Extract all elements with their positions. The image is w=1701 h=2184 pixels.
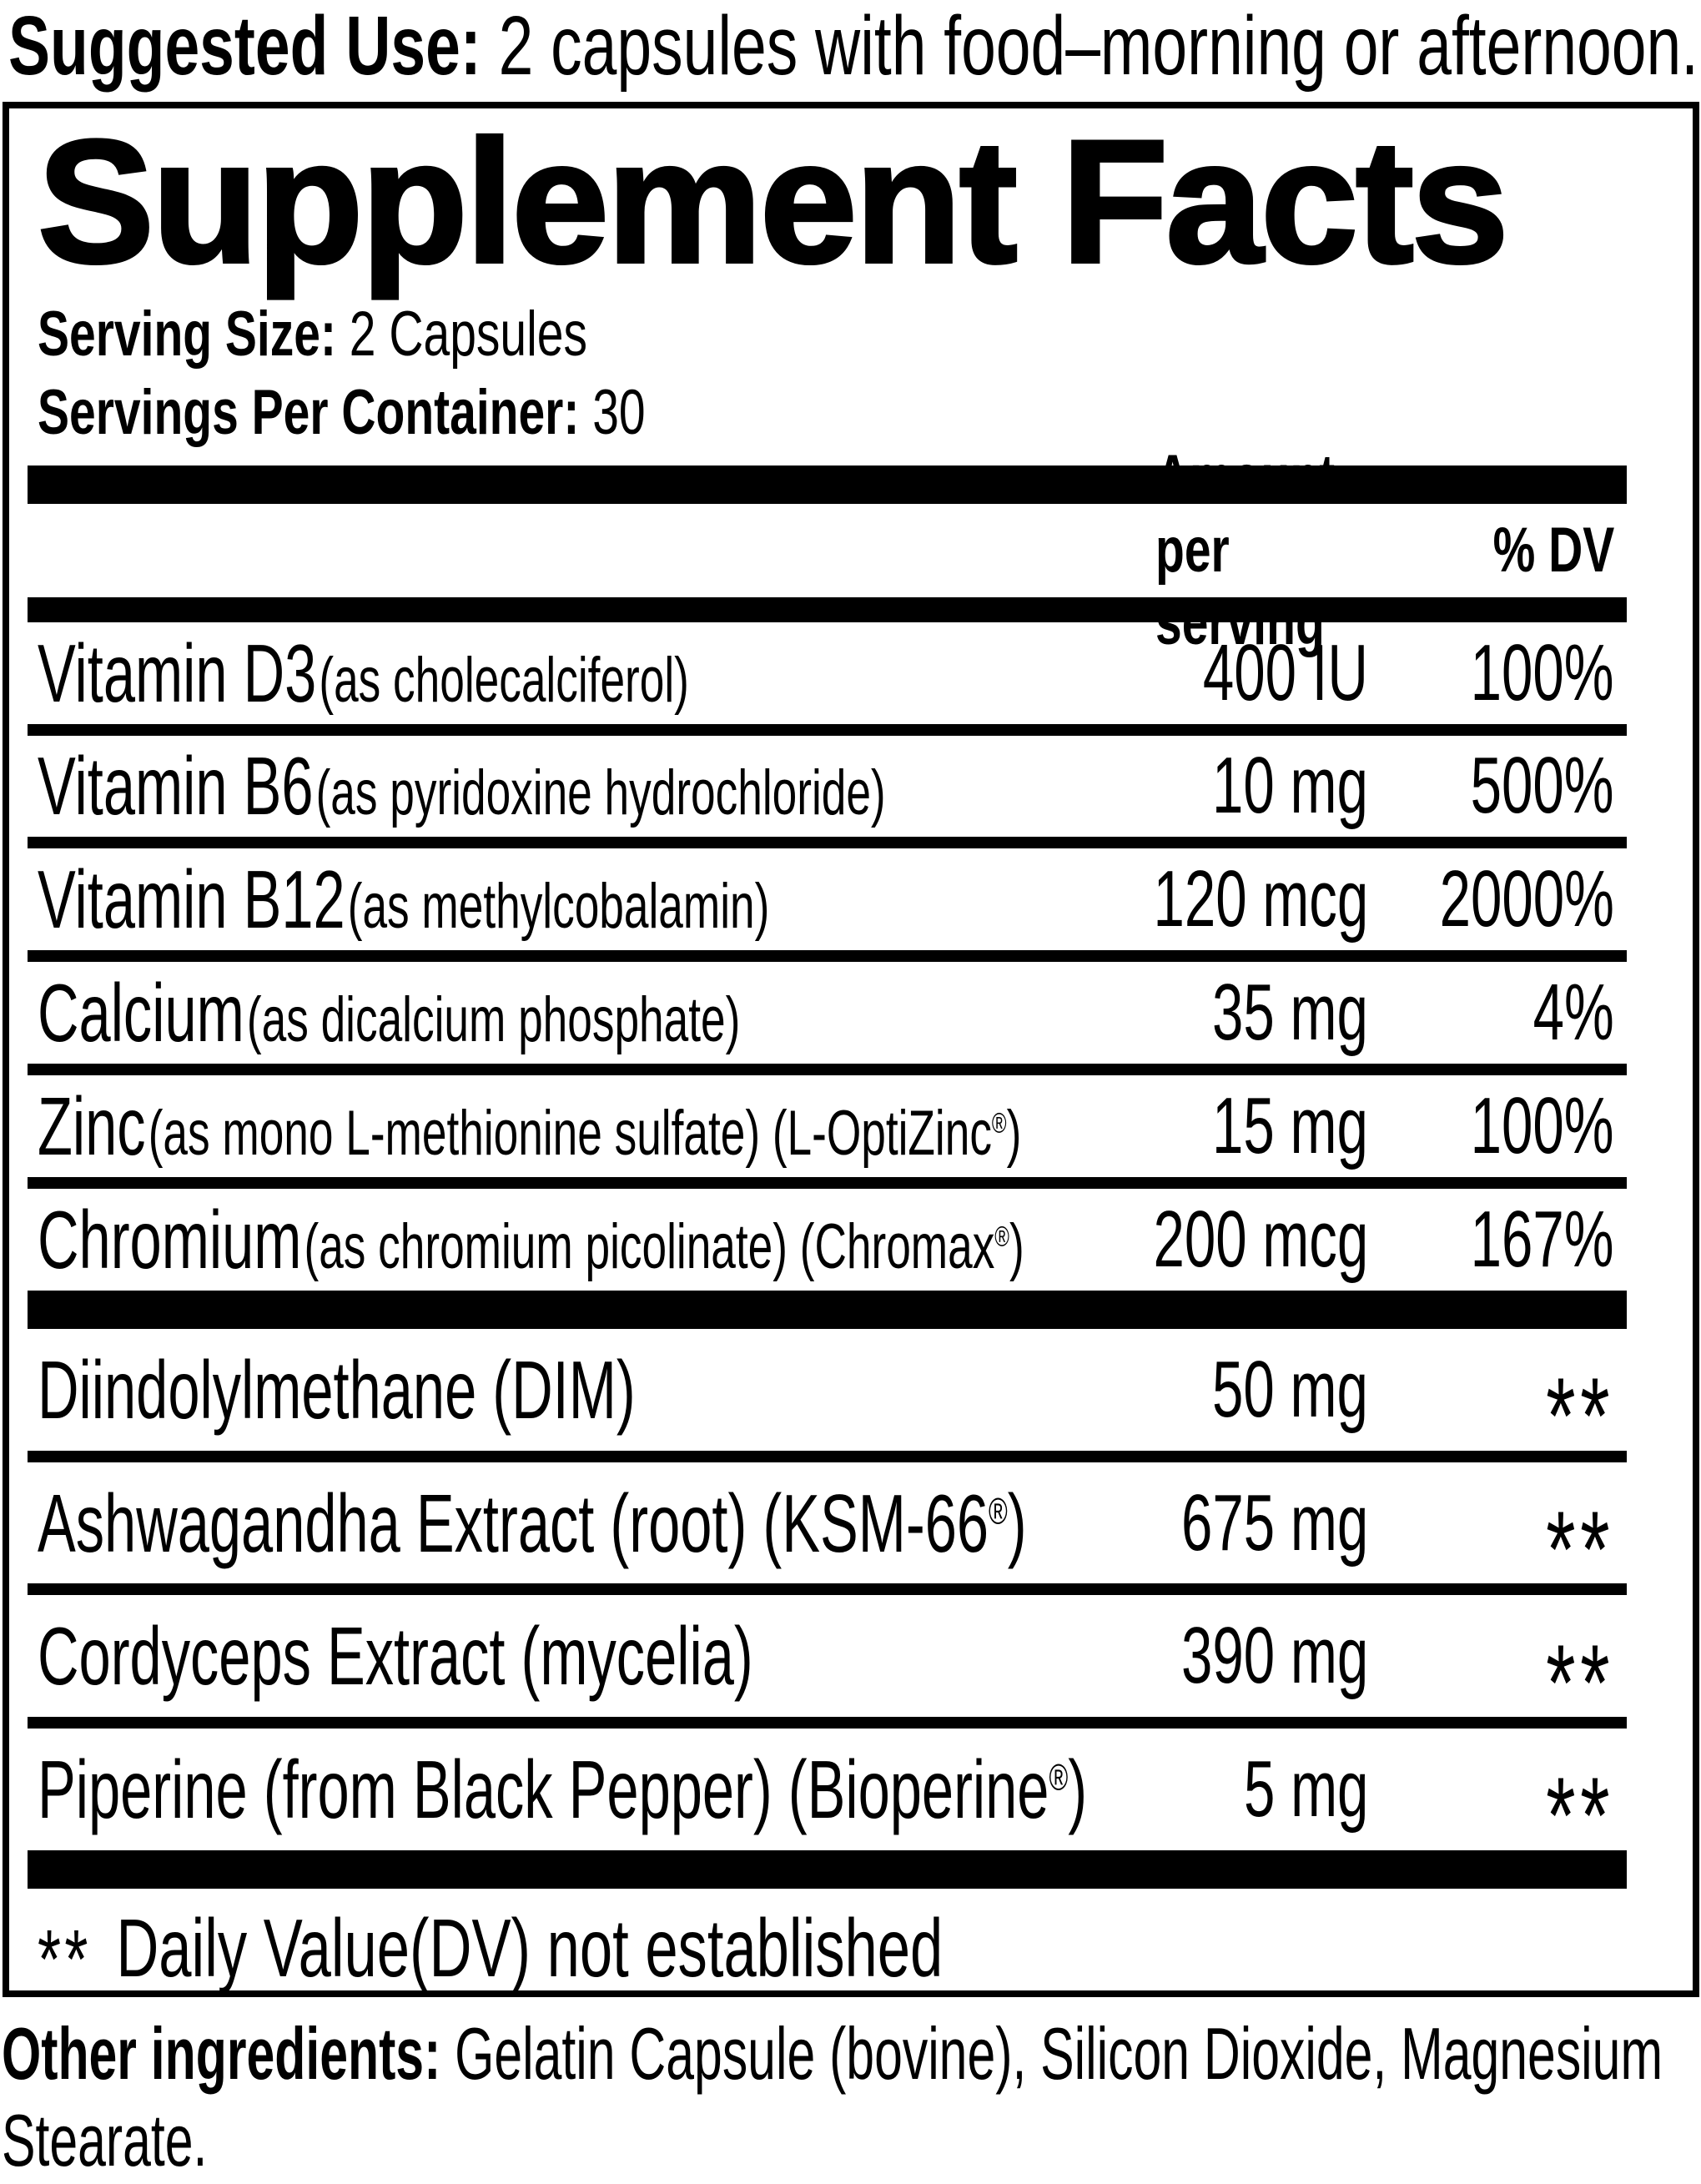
divider-thin — [28, 837, 1627, 849]
nutrient-dv: 2000% — [1439, 854, 1614, 944]
botanical-name: Piperine (from Black Pepper) (Bioperine®… — [38, 1744, 1088, 1836]
divider-thin — [28, 1450, 1627, 1462]
nutrient-name: Chromium — [38, 1193, 302, 1286]
nutrient-amount: 120 mcg — [1153, 854, 1368, 944]
divider-thin — [28, 950, 1627, 963]
supplement-facts-panel: Supplement Facts Serving Size: 2 Capsule… — [3, 102, 1699, 2001]
nutrient-amount: 400 IU — [1203, 627, 1368, 717]
botanical-amount: 50 mg — [1212, 1344, 1368, 1434]
nutrient-dv: 100% — [1471, 1081, 1614, 1171]
nutrient-amount: 10 mg — [1212, 741, 1368, 831]
divider-medium — [28, 596, 1627, 622]
botanical-dv: ** — [1545, 1487, 1614, 1610]
botanical-dv: ** — [1545, 1621, 1614, 1744]
servings-per-container-value: 30 — [592, 376, 646, 448]
nutrient-row: Vitamin B6 (as pyridoxine hydrochloride)… — [28, 736, 1627, 838]
servings-per-container-label: Servings Per Container: — [38, 376, 580, 448]
divider-thick — [28, 1850, 1627, 1890]
nutrient-name: Vitamin B6 — [38, 740, 314, 833]
nutrient-amount: 200 mcg — [1153, 1194, 1368, 1284]
botanical-row: Ashwagandha Extract (root) (KSM-66®) 675… — [28, 1462, 1627, 1603]
botanical-row: Diindolylmethane (DIM) 50 mg ** — [28, 1329, 1627, 1470]
botanical-row: Piperine (from Black Pepper) (Bioperine®… — [28, 1729, 1627, 1869]
nutrient-name: Vitamin B12 — [38, 853, 345, 946]
nutrient-row: Chromium (as chromium picolinate) (Chrom… — [28, 1189, 1627, 1291]
nutrient-row: Zinc (as mono L-methionine sulfate) (L-O… — [28, 1075, 1627, 1177]
divider-thick — [28, 1290, 1627, 1329]
nutrient-descriptor: (as dicalcium phosphate) — [246, 984, 741, 1056]
nutrient-descriptor: (as methylcobalamin) — [347, 871, 770, 943]
suggested-use-label: Suggested Use: — [8, 0, 481, 93]
nutrient-row: Calcium (as dicalcium phosphate) 35 mg 4… — [28, 962, 1627, 1064]
botanical-amount: 675 mg — [1180, 1477, 1368, 1568]
divider-thin — [28, 1176, 1627, 1189]
divider-thin — [28, 1583, 1627, 1596]
column-header-dv: % DV — [1492, 515, 1614, 586]
botanical-row: Cordyceps Extract (mycelia) 390 mg ** — [28, 1595, 1627, 1736]
column-header-amount: Amount per serving — [1155, 442, 1336, 659]
divider-thick — [28, 465, 1627, 504]
nutrient-amount: 15 mg — [1212, 1081, 1368, 1171]
suggested-use-text: 2 capsules with food–morning or afternoo… — [498, 0, 1699, 93]
nutrient-name: Zinc — [38, 1080, 146, 1173]
botanical-name: Cordyceps Extract (mycelia) — [38, 1610, 753, 1703]
nutrient-row: Vitamin B12 (as methylcobalamin) 120 mcg… — [28, 848, 1627, 950]
dv-footnote: ** Daily Value(DV) not established — [38, 1907, 1182, 2001]
divider-thin — [28, 1717, 1627, 1729]
nutrient-dv: 4% — [1532, 968, 1614, 1058]
suggested-use: Suggested Use: 2 capsules with food–morn… — [8, 2, 1698, 90]
nutrient-dv: 500% — [1471, 741, 1614, 831]
footnote-asterisks: ** — [38, 1914, 92, 2007]
servings-per-container-line: Servings Per Container: 30 — [38, 380, 1230, 445]
botanical-dv: ** — [1545, 1354, 1614, 1477]
serving-size-value: 2 Capsules — [349, 298, 587, 370]
other-ingredients-label: Other ingredients: — [2, 2012, 441, 2095]
nutrient-amount: 35 mg — [1212, 968, 1368, 1058]
nutrient-name: Calcium — [38, 967, 244, 1059]
botanical-amount: 390 mg — [1180, 1611, 1368, 1701]
divider-thin — [28, 723, 1627, 736]
botanical-amount: 5 mg — [1243, 1744, 1368, 1834]
divider-thin — [28, 1064, 1627, 1076]
nutrient-descriptor: (as chromium picolinate) (Chromax®) — [304, 1210, 1024, 1282]
nutrient-dv: 100% — [1471, 627, 1614, 717]
nutrient-descriptor: (as cholecalciferol) — [319, 644, 689, 716]
other-ingredients: Other ingredients: Gelatin Capsule (bovi… — [2, 2010, 1701, 2184]
footnote-text: Daily Value(DV) not established — [116, 1902, 944, 1995]
nutrient-dv: 167% — [1471, 1194, 1614, 1284]
nutrient-descriptor: (as pyridoxine hydrochloride) — [315, 757, 886, 829]
nutrient-row: Vitamin D3 (as cholecalciferol) 400 IU 1… — [28, 622, 1627, 724]
serving-size-label: Serving Size: — [38, 298, 336, 370]
nutrient-descriptor: (as mono L-methionine sulfate) (L-OptiZi… — [148, 1098, 1022, 1170]
botanical-name: Diindolylmethane (DIM) — [38, 1343, 636, 1436]
botanical-name: Ashwagandha Extract (root) (KSM-66®) — [38, 1477, 1027, 1569]
panel-title: Supplement Facts — [36, 103, 1511, 299]
nutrient-name: Vitamin D3 — [38, 627, 317, 719]
table-header-row: Amount per serving % DV — [28, 442, 1627, 658]
botanical-dv: ** — [1545, 1754, 1614, 1877]
serving-size-line: Serving Size: 2 Capsules — [38, 302, 1230, 366]
